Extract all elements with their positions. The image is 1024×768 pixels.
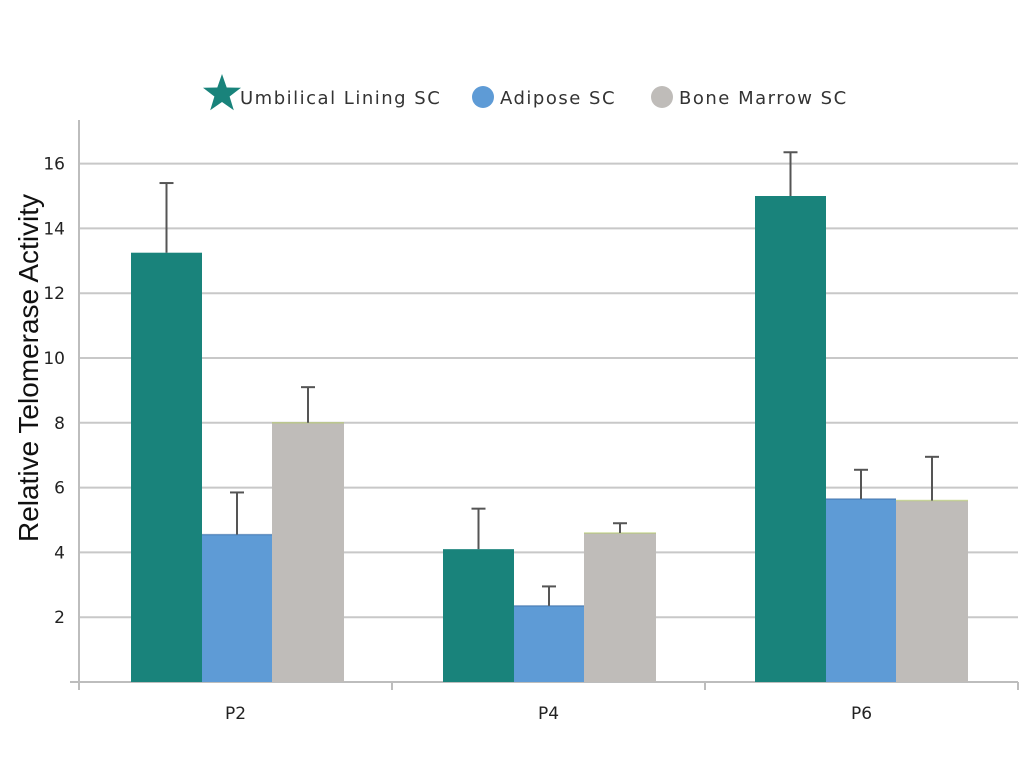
circle-icon (472, 86, 494, 108)
bar-adipose-sc-p6 (826, 498, 896, 682)
bar-bone-marrow-sc-p4 (584, 532, 656, 682)
y-tick-label: 8 (54, 414, 65, 434)
bar-umbilical-lining-sc-p2 (131, 252, 202, 682)
x-tick-label: P4 (538, 704, 559, 724)
bar-bone-marrow-sc-p6 (896, 500, 968, 682)
bar-umbilical-lining-sc-p6 (755, 196, 826, 682)
x-tick-label: P6 (851, 704, 872, 724)
bar-adipose-sc-p4 (514, 605, 584, 682)
legend: Umbilical Lining SC Adipose SC Bone Marrow… (203, 74, 848, 111)
y-tick-label: 2 (54, 608, 65, 628)
circle-icon (651, 86, 673, 108)
bar-umbilical-lining-sc-p4 (443, 549, 514, 682)
legend-label: Umbilical Lining SC (240, 88, 441, 109)
error-bars (159, 151, 939, 606)
bar-adipose-sc-p2 (202, 534, 272, 682)
y-tick-label: 10 (43, 349, 65, 369)
y-axis-label: Relative Telomerase Activity (13, 194, 44, 542)
y-tick-label: 16 (43, 155, 65, 175)
y-tick-label: 4 (54, 543, 65, 563)
x-tick-label: P2 (225, 704, 246, 724)
legend-label: Bone Marrow SC (679, 88, 848, 109)
y-tick-label: 12 (43, 284, 65, 304)
y-tick-label: 6 (54, 479, 65, 499)
star-icon (203, 74, 241, 111)
bars (131, 196, 968, 682)
y-tick-label: 14 (43, 219, 65, 239)
bar-bone-marrow-sc-p2 (272, 422, 344, 682)
legend-label: Adipose SC (500, 88, 616, 109)
tick-labels: 2 4 6 8 10 12 14 16 P2 P4 P6 (43, 155, 872, 724)
